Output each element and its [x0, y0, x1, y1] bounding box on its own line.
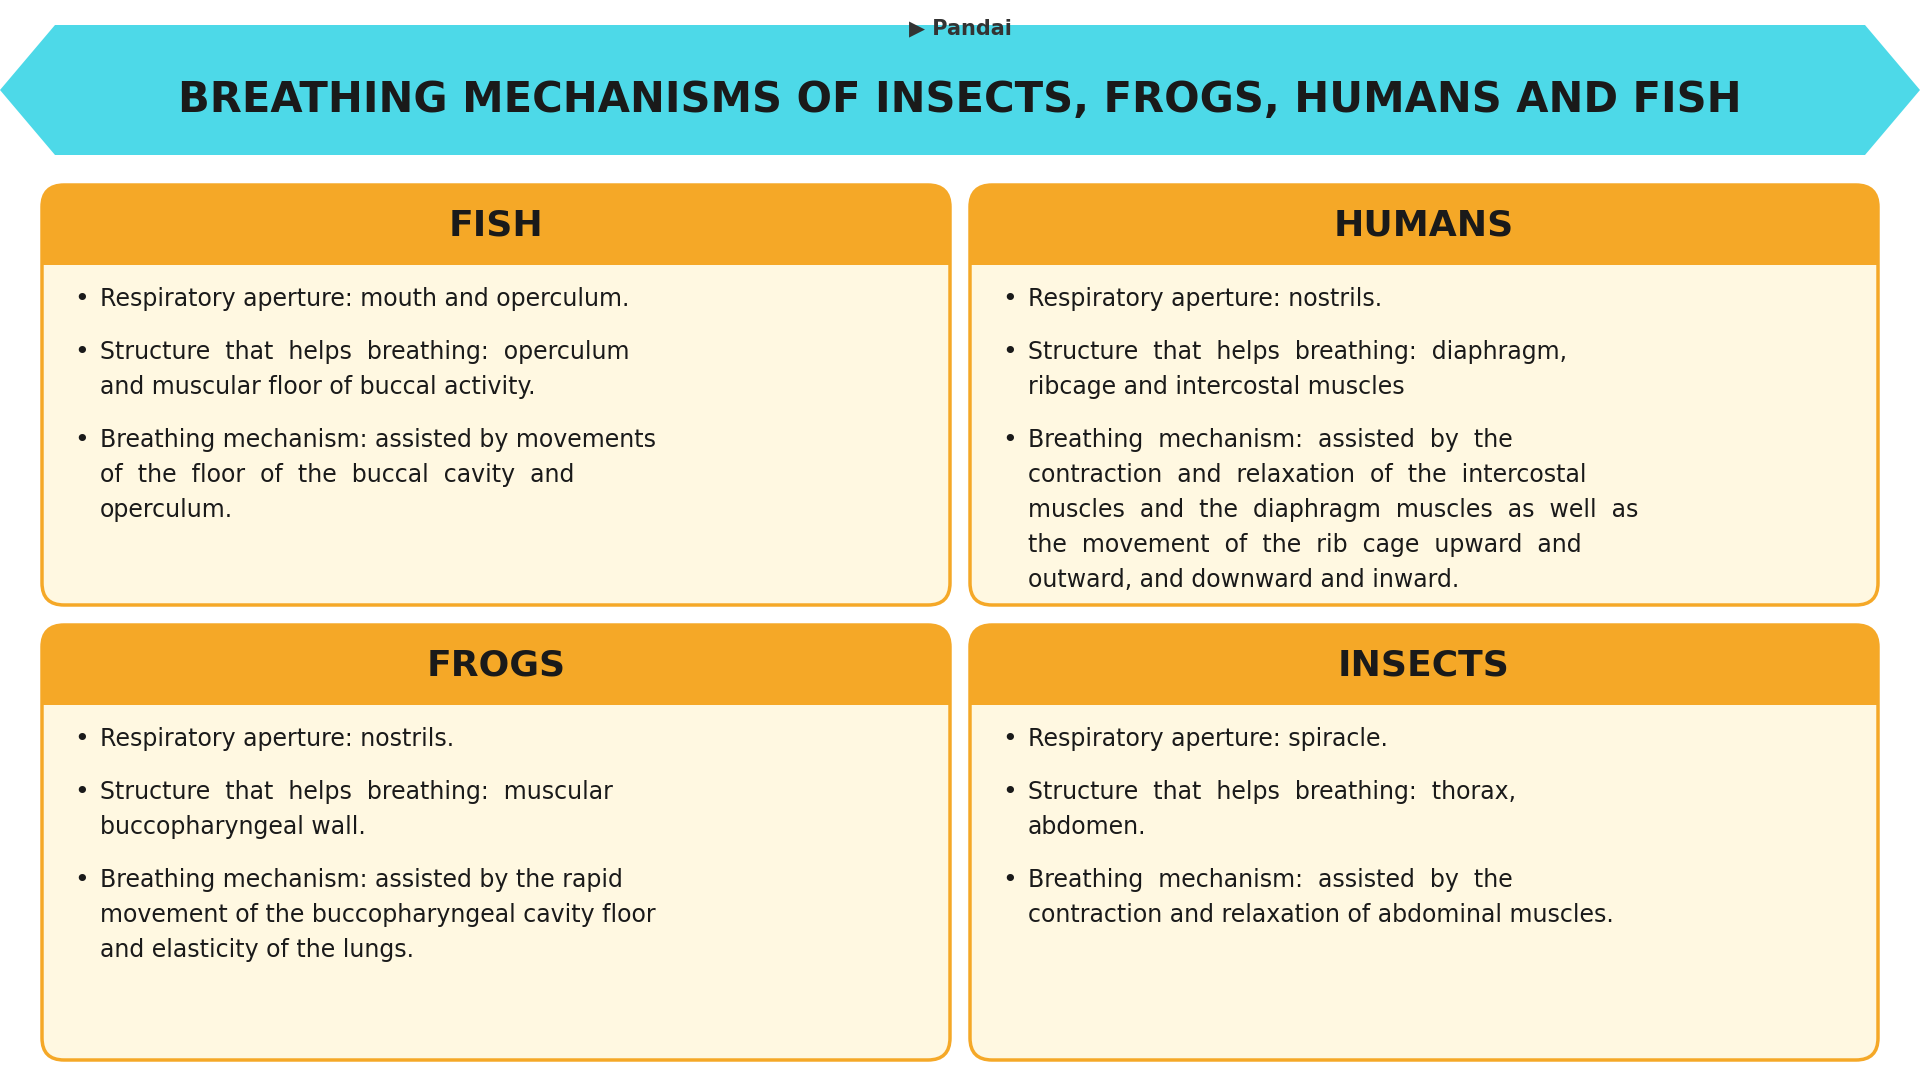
Text: movement of the buccopharyngeal cavity floor: movement of the buccopharyngeal cavity f…	[100, 903, 655, 927]
Text: ▶ Pandai: ▶ Pandai	[908, 18, 1012, 38]
Bar	[970, 665, 1878, 705]
Text: Breathing mechanism: assisted by movements: Breathing mechanism: assisted by movemen…	[100, 428, 657, 453]
FancyBboxPatch shape	[970, 625, 1878, 1059]
Text: Respiratory aperture: spiracle.: Respiratory aperture: spiracle.	[1027, 727, 1388, 751]
FancyBboxPatch shape	[42, 625, 950, 705]
Text: buccopharyngeal wall.: buccopharyngeal wall.	[100, 815, 365, 839]
Text: BREATHING MECHANISMS OF INSECTS, FROGS, HUMANS AND FISH: BREATHING MECHANISMS OF INSECTS, FROGS, …	[179, 79, 1741, 121]
Text: •: •	[1002, 340, 1018, 364]
Text: abdomen.: abdomen.	[1027, 815, 1146, 839]
Text: Respiratory aperture: nostrils.: Respiratory aperture: nostrils.	[1027, 287, 1382, 311]
Text: Breathing  mechanism:  assisted  by  the: Breathing mechanism: assisted by the	[1027, 428, 1513, 453]
Text: •: •	[1002, 727, 1018, 751]
Text: Breathing  mechanism:  assisted  by  the: Breathing mechanism: assisted by the	[1027, 868, 1513, 892]
Text: Structure  that  helps  breathing:  operculum: Structure that helps breathing: operculu…	[100, 340, 630, 364]
Text: •: •	[75, 727, 88, 751]
Text: ribcage and intercostal muscles: ribcage and intercostal muscles	[1027, 375, 1405, 399]
Text: •: •	[75, 428, 88, 453]
FancyBboxPatch shape	[42, 185, 950, 605]
Polygon shape	[0, 25, 1920, 156]
Text: Structure  that  helps  breathing:  diaphragm,: Structure that helps breathing: diaphrag…	[1027, 340, 1567, 364]
Text: •: •	[75, 868, 88, 892]
Text: •: •	[1002, 287, 1018, 311]
Text: outward, and downward and inward.: outward, and downward and inward.	[1027, 568, 1459, 592]
Text: Structure  that  helps  breathing:  muscular: Structure that helps breathing: muscular	[100, 780, 612, 804]
Text: FISH: FISH	[449, 208, 543, 242]
Text: the  movement  of  the  rib  cage  upward  and: the movement of the rib cage upward and	[1027, 534, 1582, 557]
Text: contraction  and  relaxation  of  the  intercostal: contraction and relaxation of the interc…	[1027, 463, 1586, 487]
Text: INSECTS: INSECTS	[1338, 648, 1509, 681]
Text: •: •	[75, 340, 88, 364]
Text: muscles  and  the  diaphragm  muscles  as  well  as: muscles and the diaphragm muscles as wel…	[1027, 498, 1638, 522]
Text: and elasticity of the lungs.: and elasticity of the lungs.	[100, 939, 415, 962]
Text: •: •	[1002, 868, 1018, 892]
Text: •: •	[1002, 780, 1018, 804]
Bar	[970, 225, 1878, 265]
Text: contraction and relaxation of abdominal muscles.: contraction and relaxation of abdominal …	[1027, 903, 1613, 927]
Text: Structure  that  helps  breathing:  thorax,: Structure that helps breathing: thorax,	[1027, 780, 1517, 804]
Bar	[42, 225, 950, 265]
Text: Respiratory aperture: nostrils.: Respiratory aperture: nostrils.	[100, 727, 455, 751]
Text: •: •	[75, 287, 88, 311]
FancyBboxPatch shape	[42, 185, 950, 265]
Text: HUMANS: HUMANS	[1334, 208, 1515, 242]
Text: Breathing mechanism: assisted by the rapid: Breathing mechanism: assisted by the rap…	[100, 868, 622, 892]
FancyBboxPatch shape	[970, 185, 1878, 605]
Text: operculum.: operculum.	[100, 498, 232, 522]
Text: of  the  floor  of  the  buccal  cavity  and: of the floor of the buccal cavity and	[100, 463, 574, 487]
Text: FROGS: FROGS	[426, 648, 566, 681]
Text: Respiratory aperture: mouth and operculum.: Respiratory aperture: mouth and operculu…	[100, 287, 630, 311]
FancyBboxPatch shape	[970, 185, 1878, 265]
FancyBboxPatch shape	[42, 625, 950, 1059]
Text: and muscular floor of buccal activity.: and muscular floor of buccal activity.	[100, 375, 536, 399]
FancyBboxPatch shape	[970, 625, 1878, 705]
Text: •: •	[75, 780, 88, 804]
Bar	[42, 665, 950, 705]
Text: •: •	[1002, 428, 1018, 453]
